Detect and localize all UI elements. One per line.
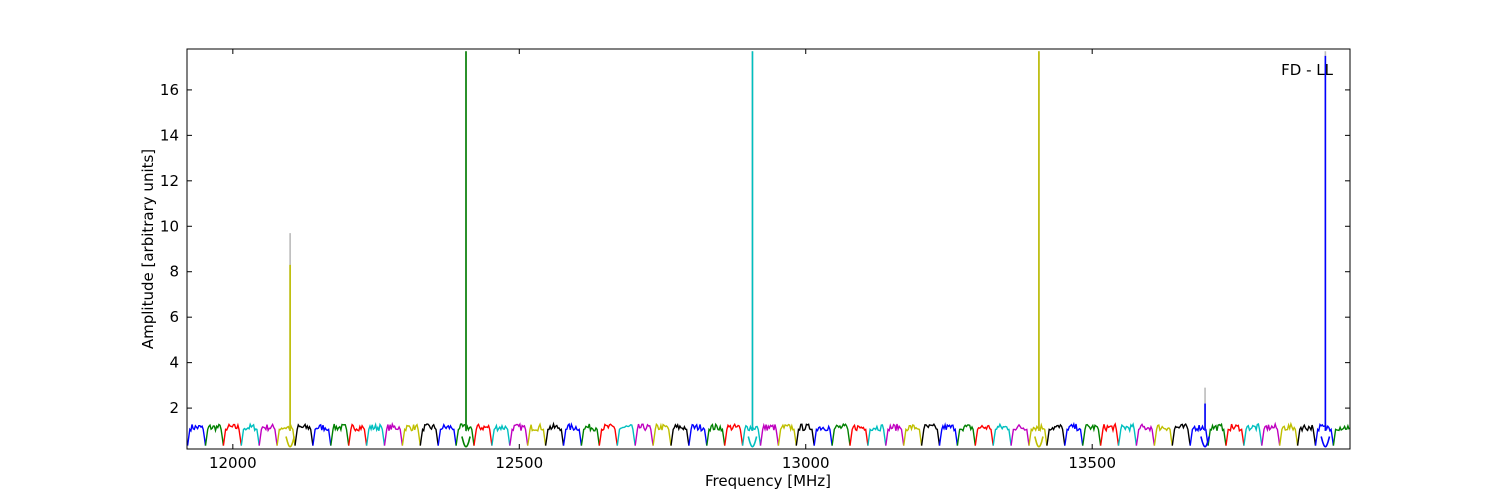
spike-base-dip	[285, 436, 295, 448]
channel-series-line	[437, 422, 457, 446]
channel-series-line	[920, 422, 941, 446]
y-tick-label: 2	[169, 399, 179, 417]
channel-series-line	[867, 424, 887, 446]
y-axis-label: Amplitude [arbitrary units]	[139, 149, 157, 349]
channel-series-line	[1279, 421, 1299, 446]
channel-series-line	[240, 422, 260, 446]
plot-frame	[186, 48, 1351, 450]
y-tick-label: 6	[169, 308, 179, 326]
channel-series-line	[258, 422, 278, 446]
channel-series-line	[1046, 423, 1066, 446]
channel-series-line	[1153, 424, 1173, 446]
channel-series-line	[759, 422, 780, 446]
channel-series-line	[473, 423, 493, 446]
spike-base-dip	[747, 436, 758, 448]
y-tick-label: 8	[169, 263, 179, 281]
y-tick-label: 14	[160, 126, 179, 144]
channel-series-line	[813, 424, 833, 446]
channel-series-line	[992, 422, 1012, 446]
x-tick-label: 12000	[209, 454, 257, 472]
x-tick-label: 13500	[1068, 454, 1116, 472]
channel-series-line	[1261, 421, 1281, 446]
channel-series-line	[580, 423, 600, 446]
channel-series-line	[831, 422, 851, 446]
channel-series-line	[455, 423, 475, 446]
channel-series-line	[1243, 422, 1263, 446]
channel-series-line	[419, 423, 439, 446]
channel-series-line	[276, 422, 296, 446]
x-axis-label: Frequency [MHz]	[705, 472, 831, 490]
spike-base-dip	[1320, 436, 1331, 448]
spike-base-dip	[461, 436, 471, 448]
channel-series-line	[616, 424, 636, 446]
channel-series-line	[974, 424, 994, 446]
channel-series-line	[634, 423, 654, 446]
channel-series-line	[294, 422, 314, 446]
channel-series-line	[383, 421, 404, 446]
channel-series-line	[491, 423, 511, 446]
channel-series-line	[401, 423, 421, 446]
spike-layer	[285, 51, 1331, 448]
x-tick-label: 12500	[495, 454, 543, 472]
channel-series-line	[1135, 423, 1156, 446]
channel-series-line	[562, 422, 583, 446]
series-layer	[186, 421, 1350, 446]
spike-base-dip	[1200, 436, 1210, 448]
annotation-label: FD - LL	[1281, 61, 1333, 79]
channel-series-line	[1225, 423, 1245, 446]
channel-series-line	[741, 424, 762, 446]
channel-series-line	[1082, 423, 1102, 446]
y-tick-label: 16	[160, 81, 179, 99]
channel-series-line	[1117, 422, 1138, 446]
channel-series-line	[509, 422, 529, 446]
tick-layer: 12000 12500 13000 13500 2 4 6 8 10 12 14 16	[160, 49, 1350, 472]
y-tick-label: 4	[169, 354, 179, 372]
channel-series-line	[1207, 422, 1227, 446]
channel-series-line	[204, 423, 225, 446]
channel-series-line	[1010, 423, 1030, 446]
channel-series-line	[956, 424, 976, 446]
x-tick-label: 13000	[782, 454, 830, 472]
channel-series-line	[688, 423, 708, 446]
channel-series-line	[598, 423, 618, 446]
channel-series-line	[795, 423, 815, 446]
channel-series-line	[348, 423, 368, 446]
y-tick-label: 12	[160, 172, 179, 190]
channel-series-line	[885, 423, 905, 446]
channel-series-line	[1296, 423, 1317, 446]
spike-base-dip	[1034, 436, 1044, 448]
channel-series-line	[1064, 421, 1084, 446]
channel-series-line	[527, 422, 547, 446]
channel-series-line	[1028, 422, 1048, 446]
channel-series-line	[903, 424, 923, 446]
channel-series-line	[777, 423, 797, 446]
channel-series-line	[186, 424, 207, 446]
channel-series-line	[365, 422, 386, 446]
channel-series-line	[706, 422, 726, 446]
channel-series-line	[1171, 422, 1191, 446]
channel-series-line	[1099, 422, 1120, 446]
channel-series-line	[222, 422, 242, 446]
channel-series-line	[330, 423, 350, 446]
channel-series-line	[1314, 423, 1335, 446]
channel-series-line	[544, 421, 565, 446]
y-tick-label: 10	[160, 217, 179, 235]
channel-series-line	[938, 422, 959, 446]
channel-series-line	[724, 422, 744, 446]
channel-series-line	[652, 422, 672, 446]
channel-series-line	[312, 423, 332, 446]
channel-series-line	[1332, 423, 1350, 446]
channel-series-line	[849, 423, 869, 446]
channel-series-line	[670, 422, 690, 446]
